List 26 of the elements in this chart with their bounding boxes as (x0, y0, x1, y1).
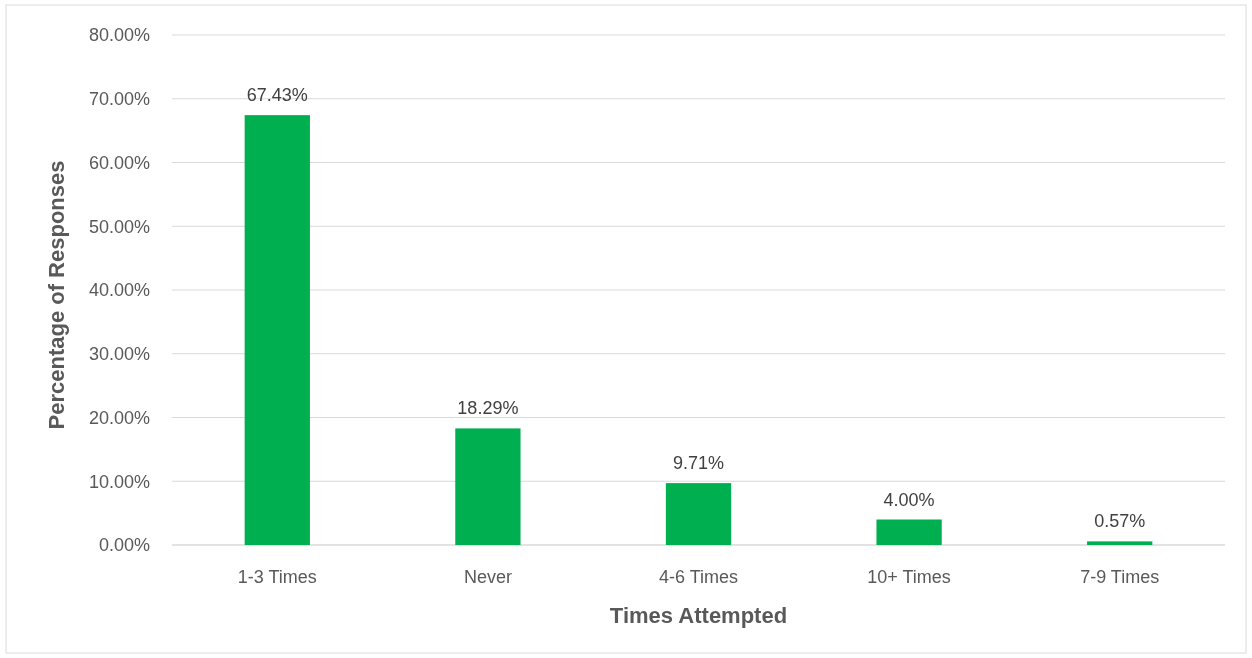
bar (1087, 541, 1153, 545)
bar (455, 428, 521, 545)
x-tick-label: 4-6 Times (658, 567, 739, 587)
bar (876, 519, 942, 545)
data-label: 0.57% (1094, 511, 1146, 532)
x-tick-label: 1-3 Times (237, 567, 317, 587)
data-label: 4.00% (883, 489, 935, 510)
y-tick-label: 70.00% (88, 89, 150, 110)
x-tick-label: Never (463, 567, 512, 587)
y-tick-label: 80.00% (88, 25, 150, 46)
x-tick-label: 10+ Times (867, 567, 951, 587)
y-tick-label: 0.00% (98, 535, 150, 556)
bar (665, 483, 732, 545)
bar (244, 115, 310, 545)
y-tick-label: 50.00% (88, 216, 150, 237)
data-label: 67.43% (246, 85, 308, 106)
y-tick-label: 30.00% (88, 344, 150, 365)
y-tick-label: 40.00% (88, 280, 150, 301)
y-tick-label: 60.00% (88, 152, 150, 173)
data-label: 18.29% (457, 398, 519, 419)
x-tick-label: 7-9 Times (1080, 567, 1160, 587)
y-axis-title: Percentage of Responses (44, 160, 69, 430)
y-tick-label: 10.00% (88, 471, 150, 492)
x-axis-title: Times Attempted (609, 603, 788, 628)
y-tick-label: 20.00% (88, 407, 150, 428)
data-label: 9.71% (672, 453, 725, 474)
